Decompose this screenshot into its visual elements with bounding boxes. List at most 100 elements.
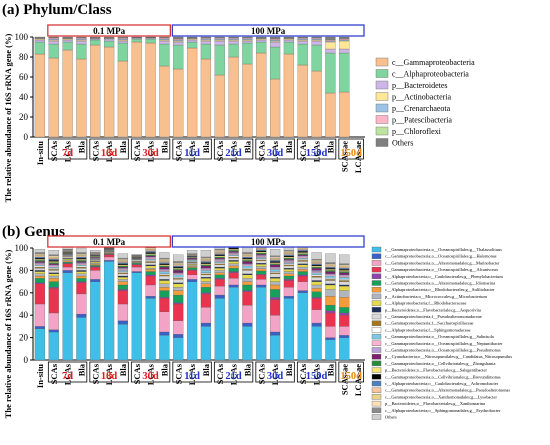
legend-item-label: c__Gammaproteobacteria;f__Saccharospiril…	[385, 321, 474, 326]
bar-segment	[76, 58, 87, 138]
bar-segment	[159, 269, 170, 271]
legend-swatch	[375, 103, 389, 113]
bar-segment	[186, 47, 198, 138]
bar-segment	[159, 270, 170, 272]
group-label: 21d	[225, 371, 242, 382]
bar-segment	[256, 258, 267, 260]
bar-segment	[34, 254, 46, 256]
bar-segment	[269, 273, 281, 278]
x-tick-label: LCAs	[187, 140, 197, 162]
bar-segment	[173, 266, 184, 269]
bar-segment	[311, 70, 322, 138]
bar-segment	[269, 46, 281, 80]
bar-segment	[339, 290, 350, 298]
bar-segment	[311, 39, 322, 42]
x-tick-label: Bla	[159, 363, 169, 376]
bar-segment	[228, 247, 239, 250]
bar-segment	[311, 284, 322, 289]
bar-segment	[145, 42, 156, 138]
x-tick-label: LCAs	[229, 363, 239, 385]
panel-a-legend: c__Gammaproteobacteria c__Alphaproteobact…	[375, 57, 475, 148]
bar-segment	[269, 297, 281, 300]
bar-segment	[90, 44, 101, 138]
bar-segment	[297, 247, 308, 250]
bar-segment	[34, 263, 46, 265]
legend-swatch	[375, 57, 389, 67]
bar-segment	[339, 276, 350, 280]
group-label: 30d	[267, 371, 284, 382]
bar-segment	[228, 43, 239, 58]
bar-segment	[34, 264, 46, 267]
bar-segment	[76, 39, 87, 42]
bar-segment	[214, 38, 225, 41]
bar-segment	[297, 252, 308, 254]
bar-segment	[311, 37, 322, 40]
group-label: 11d	[184, 148, 200, 159]
bar-segment	[62, 263, 73, 268]
bar-segment	[325, 41, 336, 50]
bar-segment	[117, 260, 129, 262]
x-tick-label: SCAs	[215, 363, 225, 384]
legend-swatch	[371, 300, 382, 306]
bar-segment	[159, 263, 170, 265]
bar-segment	[48, 288, 59, 314]
legend-swatch	[371, 280, 382, 286]
bar-segment	[90, 262, 101, 265]
bar-segment	[90, 261, 101, 264]
bar-segment	[297, 40, 308, 45]
bar-segment	[117, 39, 129, 42]
bar-segment	[117, 266, 129, 269]
legend-swatch	[371, 266, 382, 273]
bar-segment	[62, 41, 73, 51]
bar-segment	[256, 255, 267, 257]
x-tick-label: In-situ	[35, 364, 45, 388]
bar-segment	[325, 310, 336, 314]
bar-segment	[48, 331, 59, 361]
bar-segment	[62, 260, 73, 263]
x-tick-label: LCAs	[312, 140, 322, 162]
x-tick-label: Bla	[242, 363, 252, 376]
bar-segment	[159, 271, 170, 274]
bar-segment	[283, 38, 295, 41]
bar-segment	[117, 40, 129, 44]
bar-segment	[339, 307, 350, 314]
bar-segment	[145, 268, 156, 270]
bar-segment	[339, 91, 350, 138]
bar-segment	[228, 254, 239, 256]
bar-segment	[48, 312, 59, 330]
legend-swatch	[371, 307, 382, 313]
x-tick-label: SCAs	[90, 363, 100, 384]
bar-segment	[145, 252, 156, 254]
bar-segment	[34, 266, 46, 269]
bar-segment	[76, 282, 87, 295]
bar-segment	[48, 261, 59, 263]
x-tick-label: SCAs-ae	[339, 364, 349, 395]
bar-segment	[228, 250, 239, 252]
bar-segment	[103, 261, 115, 361]
bar-segment	[283, 268, 295, 270]
bar-segment	[76, 317, 87, 361]
legend-swatch	[375, 69, 389, 78]
bar-segment	[186, 266, 198, 268]
bar-segment	[159, 266, 170, 270]
bar-segment	[76, 253, 87, 255]
legend-swatch	[371, 414, 382, 420]
legend-item-label: c__Gammaproteobacteria;o__Cellvibrionale…	[385, 374, 501, 379]
x-tick-label: SCAs	[298, 363, 308, 384]
bar-segment	[228, 36, 239, 38]
bar-segment	[62, 261, 73, 264]
bar-segment	[48, 281, 59, 288]
group-box	[130, 361, 171, 383]
bar-segment	[339, 254, 350, 264]
pressure-label: 0.1 MPa	[93, 26, 125, 36]
bar-segment	[200, 274, 212, 278]
bar-segment	[62, 256, 73, 259]
bar-segment	[131, 272, 142, 361]
bar-segment	[325, 304, 336, 311]
bar-segment	[62, 49, 73, 138]
bar-segment	[48, 270, 59, 273]
bar-segment	[269, 40, 281, 43]
bar-segment	[76, 252, 87, 254]
bar-segment	[283, 263, 295, 265]
x-tick-label: SCAs	[298, 140, 308, 161]
